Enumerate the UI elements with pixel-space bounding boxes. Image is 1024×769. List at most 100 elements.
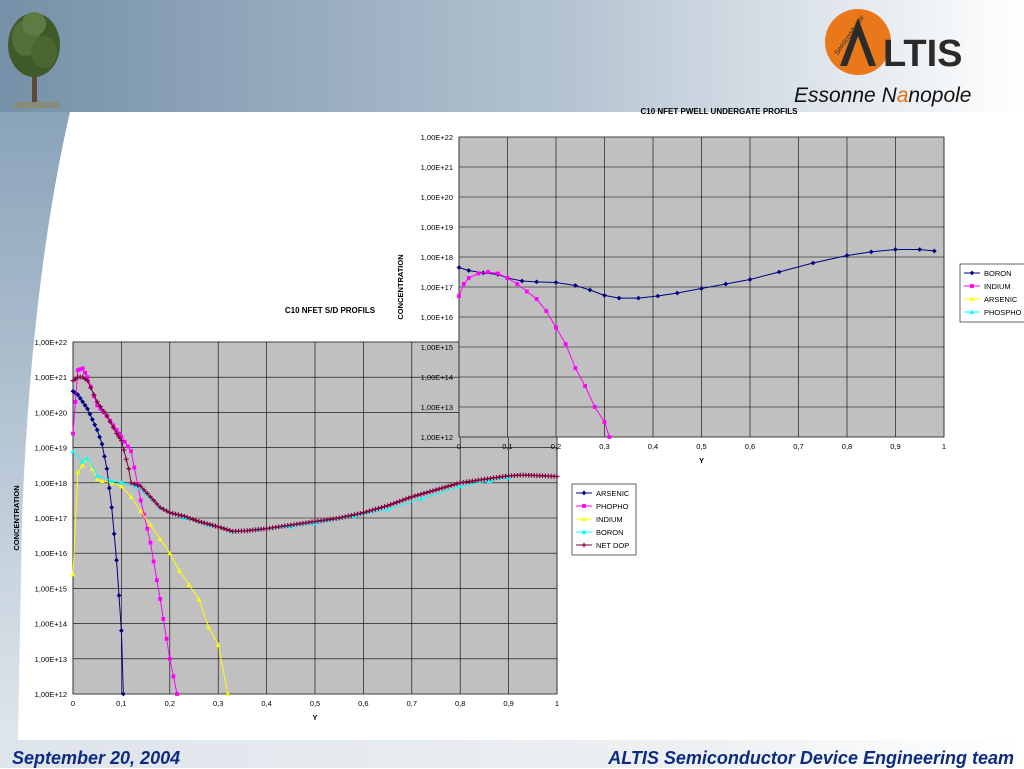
data-point — [215, 524, 221, 530]
y-tick-label: 1,00E+12 — [35, 690, 67, 699]
data-point — [351, 512, 357, 518]
y-tick-label: 1,00E+19 — [421, 223, 453, 232]
data-point — [167, 656, 172, 661]
legend: BORON INDIUM ARSENIC PHOSPHO — [959, 263, 1024, 323]
legend-marker — [582, 504, 586, 508]
data-point — [445, 483, 451, 489]
data-point — [339, 514, 345, 520]
data-point — [213, 523, 218, 529]
data-point — [167, 550, 173, 556]
data-point — [78, 367, 83, 372]
data-point — [158, 597, 163, 601]
legend-entry: ARSENIC — [984, 295, 1018, 304]
data-point — [91, 392, 97, 398]
data-point — [148, 494, 153, 500]
data-point — [85, 378, 90, 384]
x-tick-label: 0,2 — [551, 442, 561, 451]
data-point — [454, 481, 460, 487]
logo-subtitle-suffix: nopole — [908, 84, 972, 107]
data-point — [388, 502, 394, 507]
y-axis-label: CONCENTRATION — [12, 485, 21, 550]
x-tick-label: 0,1 — [116, 699, 126, 708]
data-point — [406, 495, 412, 501]
data-point — [196, 519, 202, 524]
data-point — [164, 636, 169, 641]
data-point — [161, 617, 166, 621]
data-point — [148, 522, 153, 528]
x-tick-label: 0,3 — [213, 699, 223, 708]
data-point — [83, 370, 87, 375]
data-point — [184, 514, 190, 520]
data-point — [844, 253, 850, 258]
data-point — [175, 692, 179, 696]
data-point — [495, 271, 500, 276]
x-tick-label: 0,6 — [745, 442, 755, 451]
data-point — [70, 571, 76, 577]
data-point — [138, 508, 144, 513]
data-point — [367, 508, 372, 514]
data-point — [466, 276, 471, 280]
data-point — [519, 278, 525, 284]
x-tick-label: 0,8 — [842, 442, 852, 451]
data-point — [129, 449, 133, 454]
data-point — [145, 526, 150, 531]
data-point — [99, 441, 105, 447]
data-point — [206, 624, 211, 630]
data-point — [148, 540, 153, 545]
x-tick-label: 0 — [71, 699, 75, 708]
data-point — [218, 525, 224, 531]
data-point — [102, 454, 107, 459]
data-point — [776, 269, 782, 275]
data-point — [171, 674, 176, 679]
footer-team: ALTIS Semiconductor Device Engineering t… — [608, 748, 1014, 768]
data-point — [486, 270, 490, 274]
data-point — [109, 505, 115, 510]
data-point — [451, 482, 457, 487]
y-tick-label: 1,00E+14 — [35, 620, 67, 629]
data-point — [409, 494, 415, 500]
data-point — [382, 504, 387, 509]
data-point — [82, 376, 88, 382]
data-point — [224, 527, 230, 532]
data-point — [373, 506, 378, 512]
data-point — [131, 481, 137, 487]
x-tick-label: 0,8 — [455, 699, 465, 708]
x-tick-label: 0,6 — [358, 699, 368, 708]
data-point — [116, 434, 122, 440]
data-point — [357, 510, 363, 516]
data-point — [101, 408, 107, 414]
data-point — [348, 512, 354, 518]
data-point — [207, 522, 213, 527]
data-point — [400, 497, 406, 503]
data-point — [190, 517, 196, 522]
data-point — [157, 536, 163, 542]
data-point — [128, 494, 134, 499]
x-axis-label: Y — [312, 713, 317, 722]
legend-entry: PHOPHO — [596, 502, 629, 511]
y-tick-label: 1,00E+14 — [421, 373, 453, 382]
data-point — [92, 422, 98, 428]
data-point — [442, 484, 448, 490]
data-point — [164, 508, 169, 514]
data-point — [592, 405, 597, 409]
data-point — [181, 513, 187, 519]
chart-title: C10 NFET S/D PROFILS — [285, 306, 376, 315]
legend-marker — [969, 296, 975, 301]
data-point — [403, 496, 409, 502]
data-point — [119, 483, 124, 489]
data-point — [75, 392, 81, 398]
data-point — [85, 375, 90, 380]
data-point — [868, 249, 874, 255]
data-point — [71, 431, 75, 436]
data-point — [461, 282, 466, 286]
data-point — [636, 295, 641, 301]
data-point — [160, 506, 166, 512]
x-tick-label: 0,5 — [696, 442, 706, 451]
data-point — [433, 487, 439, 493]
data-point — [77, 395, 83, 401]
data-point — [80, 366, 85, 371]
data-point — [345, 513, 351, 519]
data-point — [418, 491, 424, 497]
data-point — [385, 503, 390, 509]
data-point — [616, 295, 622, 301]
